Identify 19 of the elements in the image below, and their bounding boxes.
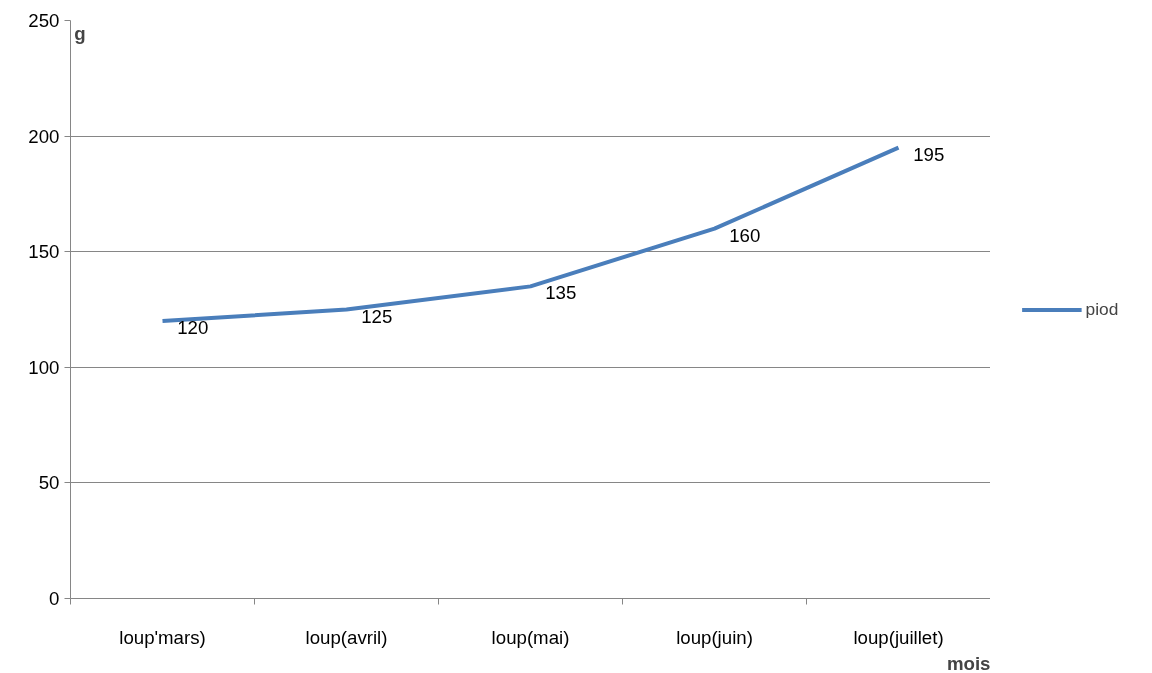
y-tick-label: 200 (28, 125, 60, 147)
y-tick-label: 50 (38, 472, 60, 494)
x-axis-title: mois (946, 652, 991, 673)
data-label: 120 (177, 317, 209, 339)
legend-label: piod (1085, 298, 1119, 320)
y-axis-title: g (74, 22, 86, 44)
x-tick-label: loup'mars) (119, 626, 206, 648)
data-label: 160 (729, 224, 761, 246)
y-tick-label: 100 (28, 356, 60, 378)
data-label: 125 (361, 305, 393, 327)
x-tick-label: loup(juillet) (853, 626, 944, 648)
y-tick-label: 150 (28, 241, 60, 263)
x-tick-label: loup(mai) (491, 626, 570, 648)
x-tick-label: loup(juin) (676, 626, 753, 648)
x-tick-label: loup(avril) (305, 626, 388, 648)
data-label: 135 (545, 282, 577, 304)
y-tick-label: 0 (49, 588, 60, 609)
data-label: 195 (913, 143, 945, 165)
y-tick-label: 250 (28, 10, 60, 31)
